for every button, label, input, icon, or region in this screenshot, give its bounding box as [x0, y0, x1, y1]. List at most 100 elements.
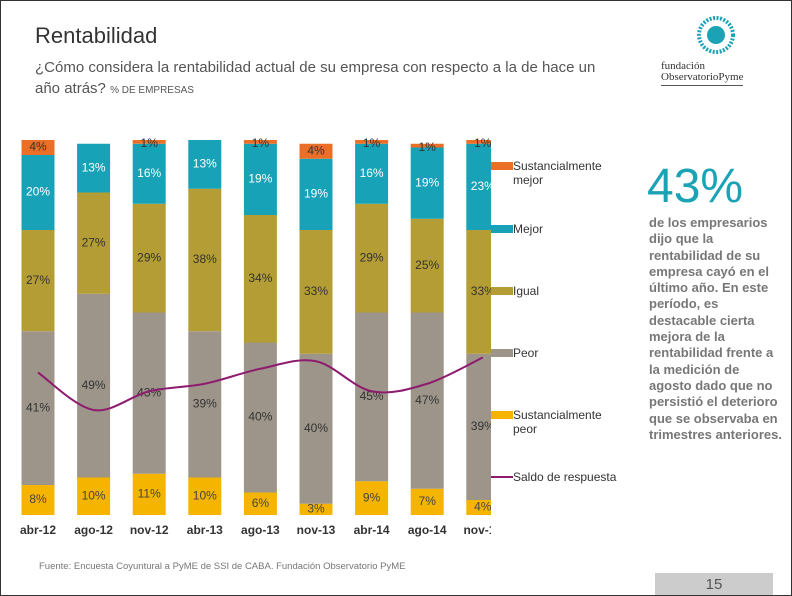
bar-segment	[410, 147, 444, 219]
subtitle: ¿Cómo considera la rentabilidad actual d…	[35, 57, 615, 101]
bar-segment	[132, 140, 166, 144]
x-tick-label: ago-12	[74, 523, 113, 537]
legend-label: Sustancialmente mejor	[513, 159, 602, 187]
bar-segment	[21, 140, 55, 155]
data-label: 4%	[474, 500, 491, 514]
data-label: 29%	[137, 250, 161, 264]
bar-segment	[132, 143, 166, 204]
logo-icon	[697, 16, 735, 54]
data-label: 19%	[415, 175, 439, 189]
bar-segment	[355, 203, 389, 313]
data-label: 8%	[29, 492, 47, 506]
bar-segment	[410, 488, 444, 515]
x-tick-label: abr-12	[20, 523, 56, 537]
legend-swatch	[491, 225, 513, 233]
data-label: 1%	[363, 136, 381, 150]
bar-segment	[132, 473, 166, 515]
bar-segment	[21, 331, 55, 485]
bar-segment	[243, 143, 277, 215]
data-label: 23%	[471, 179, 491, 193]
bar-segment	[410, 312, 444, 489]
legend-swatch	[491, 411, 513, 419]
x-tick-label: abr-13	[187, 523, 223, 537]
bar-segment	[299, 503, 333, 515]
legend-item: Saldo de respuesta	[491, 470, 623, 484]
bar-segment	[355, 143, 389, 204]
data-label: 9%	[363, 490, 381, 504]
bar-segment	[466, 500, 491, 515]
bar-segment	[188, 477, 222, 515]
bar-segment	[77, 293, 111, 478]
data-label: 43%	[137, 385, 161, 399]
x-tick-label: ago-14	[408, 523, 447, 537]
bar-segment	[243, 492, 277, 515]
data-label: 1%	[419, 140, 437, 154]
data-label: 6%	[252, 496, 270, 510]
data-label: 16%	[137, 166, 161, 180]
data-label: 34%	[248, 271, 272, 285]
bar-segment	[299, 353, 333, 504]
bar-segment	[77, 143, 111, 193]
highlight: 43%	[647, 160, 744, 213]
data-label: 20%	[26, 185, 50, 199]
bar-segment	[355, 312, 389, 482]
data-label: 39%	[193, 397, 217, 411]
data-label: 16%	[360, 166, 384, 180]
data-label: 41%	[26, 400, 50, 414]
bar-segment	[132, 312, 166, 474]
bar-segment	[21, 485, 55, 515]
data-label: 19%	[248, 172, 272, 186]
data-label: 7%	[419, 494, 437, 508]
x-tick-label: nov-13	[297, 523, 336, 537]
bar-segment	[77, 477, 111, 515]
legend-swatch	[491, 162, 513, 170]
page-number: 15	[655, 573, 773, 595]
data-label: 1%	[474, 136, 491, 150]
data-label: 29%	[360, 250, 384, 264]
bar-segment	[132, 203, 166, 313]
bar-segment	[188, 140, 222, 189]
legend-swatch	[491, 349, 513, 357]
x-tick-label: abr-14	[354, 523, 390, 537]
line	[37, 356, 484, 412]
data-label: 40%	[304, 421, 328, 435]
bar-segment	[466, 230, 491, 354]
logo-line: fundación	[661, 60, 705, 72]
legend-item: Mejor	[491, 222, 623, 236]
data-label: 27%	[26, 273, 50, 287]
bar-segment	[466, 143, 491, 230]
data-label: 40%	[248, 410, 272, 424]
data-label: 10%	[82, 488, 106, 502]
legend-label: Igual	[513, 284, 540, 298]
data-label: 4%	[29, 140, 47, 154]
title: Rentabilidad	[35, 23, 158, 48]
data-label: 25%	[415, 258, 439, 272]
data-label: 13%	[82, 160, 106, 174]
data-label: 33%	[471, 284, 491, 298]
legend-label: Saldo de respuesta	[513, 470, 617, 484]
bar-segment	[355, 140, 389, 144]
bar-segment	[299, 143, 333, 159]
data-label: 4%	[307, 143, 325, 157]
bar-segment	[77, 192, 111, 294]
legend-swatch	[491, 476, 513, 478]
data-label: 1%	[252, 136, 270, 150]
bar-segment	[21, 155, 55, 230]
legend-item: Peor	[491, 346, 623, 360]
bar-segment	[299, 158, 333, 230]
legend-item: Igual	[491, 284, 623, 298]
data-label: 47%	[415, 393, 439, 407]
bar-segment	[355, 481, 389, 515]
bar-segment	[243, 140, 277, 144]
sidebar-text: de los empresarios dijo que la rentabili…	[649, 215, 782, 442]
bar-segment	[243, 342, 277, 493]
logo-line: ObservatorioPyme	[661, 71, 744, 83]
data-label: 38%	[193, 252, 217, 266]
bar-segment	[188, 331, 222, 478]
bar-segment	[466, 353, 491, 500]
legend-item: Sustancialmente mejor	[491, 159, 623, 187]
bar-segment	[466, 140, 491, 144]
data-label: 3%	[307, 502, 325, 516]
data-label: 13%	[193, 157, 217, 171]
